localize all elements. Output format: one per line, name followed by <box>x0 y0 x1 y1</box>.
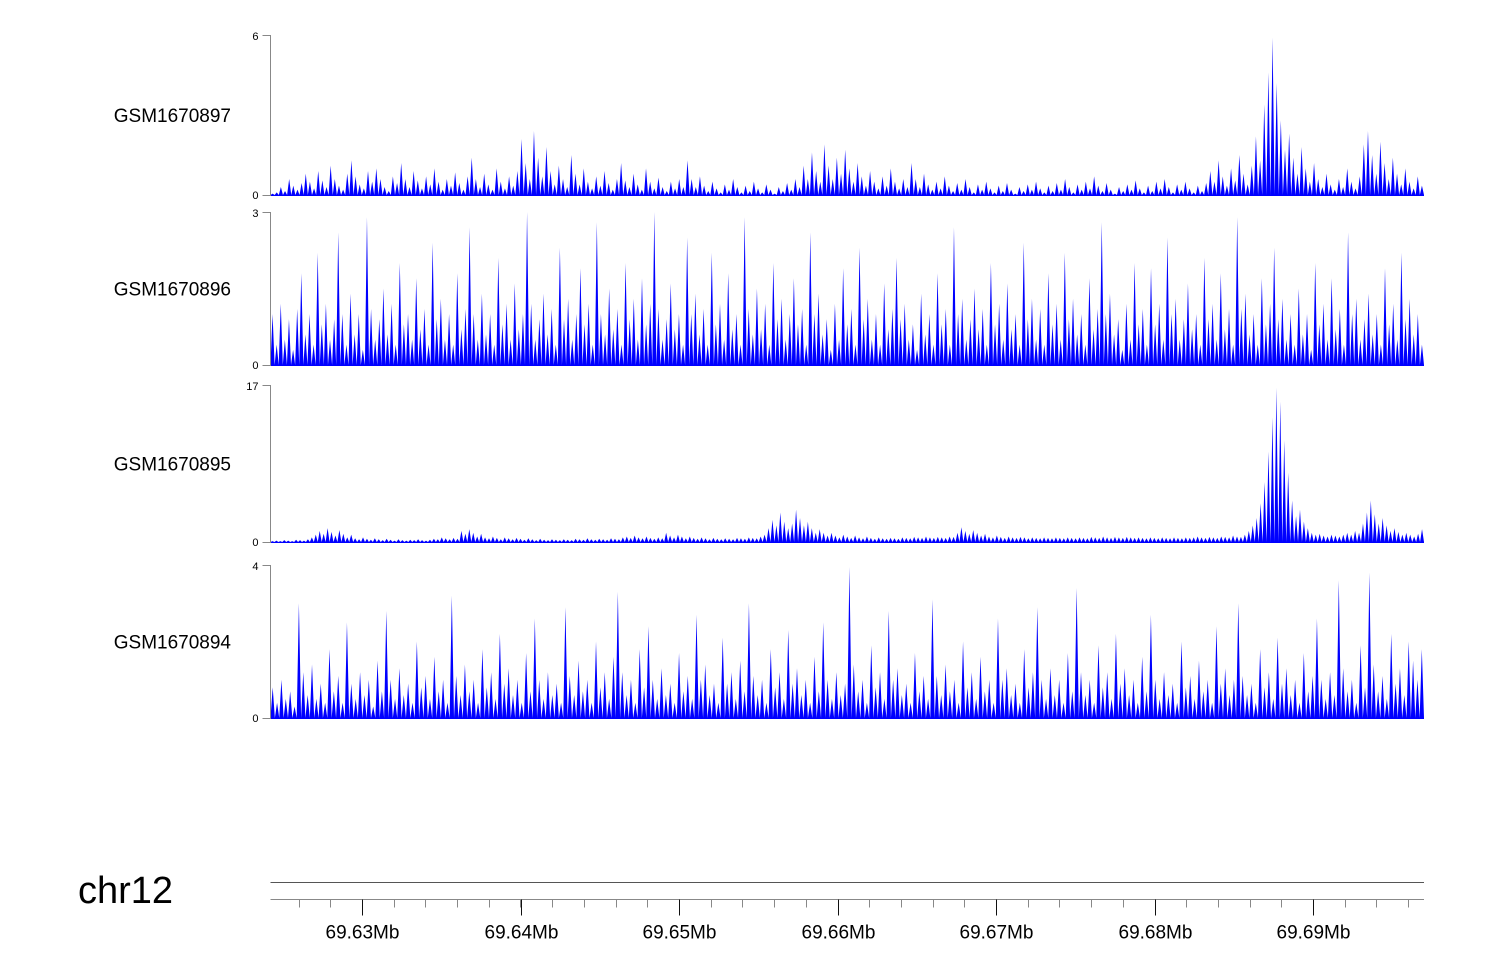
axis-tick-label: 69.64Mb <box>485 923 559 944</box>
track-name-label: GSM1670895 <box>114 455 231 476</box>
genome-axis: 69.63Mb 69.64Mb 69.65Mb 69.66Mb 69.67Mb 69.68… <box>270 881 1424 944</box>
chromosome-label: chr12 <box>78 870 173 912</box>
y-axis <box>262 34 272 197</box>
y-axis-max-label: 3 <box>252 208 258 220</box>
coverage-area <box>270 566 1424 718</box>
coverage-track: 17 0 GSM1670895 <box>114 381 1424 549</box>
axis-tick-label: 69.63Mb <box>326 923 400 944</box>
y-axis-max-label: 4 <box>252 561 258 573</box>
track-name-label: GSM1670897 <box>114 106 231 127</box>
coverage-area <box>270 212 1424 365</box>
coverage-track: 3 0 GSM1670896 <box>114 208 1424 372</box>
axis-tick-label: 69.66Mb <box>802 923 876 944</box>
coverage-area <box>270 37 1424 195</box>
y-axis-min-label: 0 <box>252 190 258 202</box>
y-axis <box>262 384 272 544</box>
y-axis <box>262 564 272 720</box>
y-axis-min-label: 0 <box>252 360 258 372</box>
coverage-tracks: 6 0 GSM1670897 3 0 GSM1670896 17 0 GSM1670895 4 0 G… <box>114 31 1424 725</box>
y-axis-max-label: 6 <box>252 31 258 43</box>
y-axis <box>262 211 272 367</box>
axis-tick-label: 69.65Mb <box>643 923 717 944</box>
y-axis-max-label: 17 <box>246 381 258 393</box>
coverage-area <box>270 387 1424 542</box>
track-name-label: GSM1670894 <box>114 633 232 654</box>
coverage-track: 6 0 GSM1670897 <box>114 31 1424 202</box>
axis-tick-label: 69.67Mb <box>960 923 1034 944</box>
axis-tick-label: 69.69Mb <box>1277 923 1351 944</box>
axis-tick-label: 69.68Mb <box>1119 923 1193 944</box>
y-axis-min-label: 0 <box>252 713 258 725</box>
track-name-label: GSM1670896 <box>114 280 231 301</box>
y-axis-min-label: 0 <box>252 537 258 549</box>
coverage-track: 4 0 GSM1670894 <box>114 561 1424 725</box>
